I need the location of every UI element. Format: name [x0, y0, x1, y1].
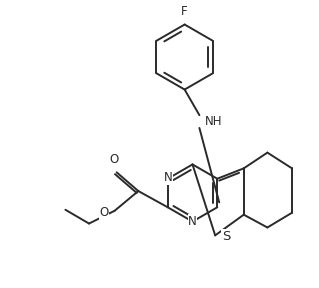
Text: N: N: [188, 215, 197, 228]
Text: S: S: [222, 230, 230, 243]
Text: NH: NH: [205, 115, 223, 128]
Text: O: O: [109, 154, 118, 166]
Text: F: F: [181, 5, 188, 18]
Text: O: O: [100, 206, 109, 219]
Text: N: N: [163, 171, 172, 184]
